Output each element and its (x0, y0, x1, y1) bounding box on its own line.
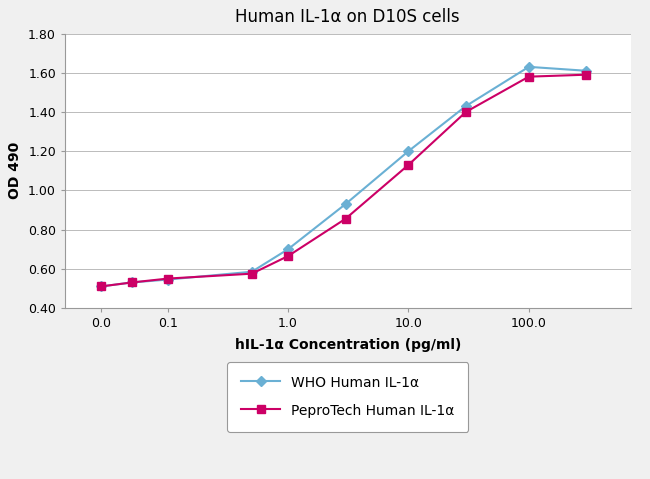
PeproTech Human IL-1α (582, 72, 590, 78)
Title: Human IL-1α on D10S cells: Human IL-1α on D10S cells (235, 9, 460, 26)
WHO Human IL-1α (582, 68, 590, 74)
PeproTech Human IL-1α (342, 216, 350, 222)
WHO Human IL-1α (127, 280, 135, 285)
Line: PeproTech Human IL-1α: PeproTech Human IL-1α (98, 71, 590, 290)
Line: WHO Human IL-1α: WHO Human IL-1α (98, 63, 590, 290)
PeproTech Human IL-1α (404, 162, 412, 168)
PeproTech Human IL-1α (525, 74, 533, 80)
WHO Human IL-1α (342, 201, 350, 207)
WHO Human IL-1α (462, 103, 470, 109)
PeproTech Human IL-1α (98, 284, 105, 289)
PeproTech Human IL-1α (462, 109, 470, 115)
PeproTech Human IL-1α (284, 253, 292, 259)
WHO Human IL-1α (404, 148, 412, 154)
WHO Human IL-1α (164, 277, 172, 283)
WHO Human IL-1α (284, 246, 292, 252)
WHO Human IL-1α (98, 284, 105, 289)
WHO Human IL-1α (525, 64, 533, 70)
PeproTech Human IL-1α (127, 280, 135, 285)
Legend: WHO Human IL-1α, PeproTech Human IL-1α: WHO Human IL-1α, PeproTech Human IL-1α (227, 362, 469, 432)
PeproTech Human IL-1α (248, 271, 256, 276)
X-axis label: hIL-1α Concentration (pg/ml): hIL-1α Concentration (pg/ml) (235, 338, 461, 353)
Y-axis label: OD 490: OD 490 (8, 142, 22, 199)
WHO Human IL-1α (248, 269, 256, 274)
PeproTech Human IL-1α (164, 276, 172, 282)
